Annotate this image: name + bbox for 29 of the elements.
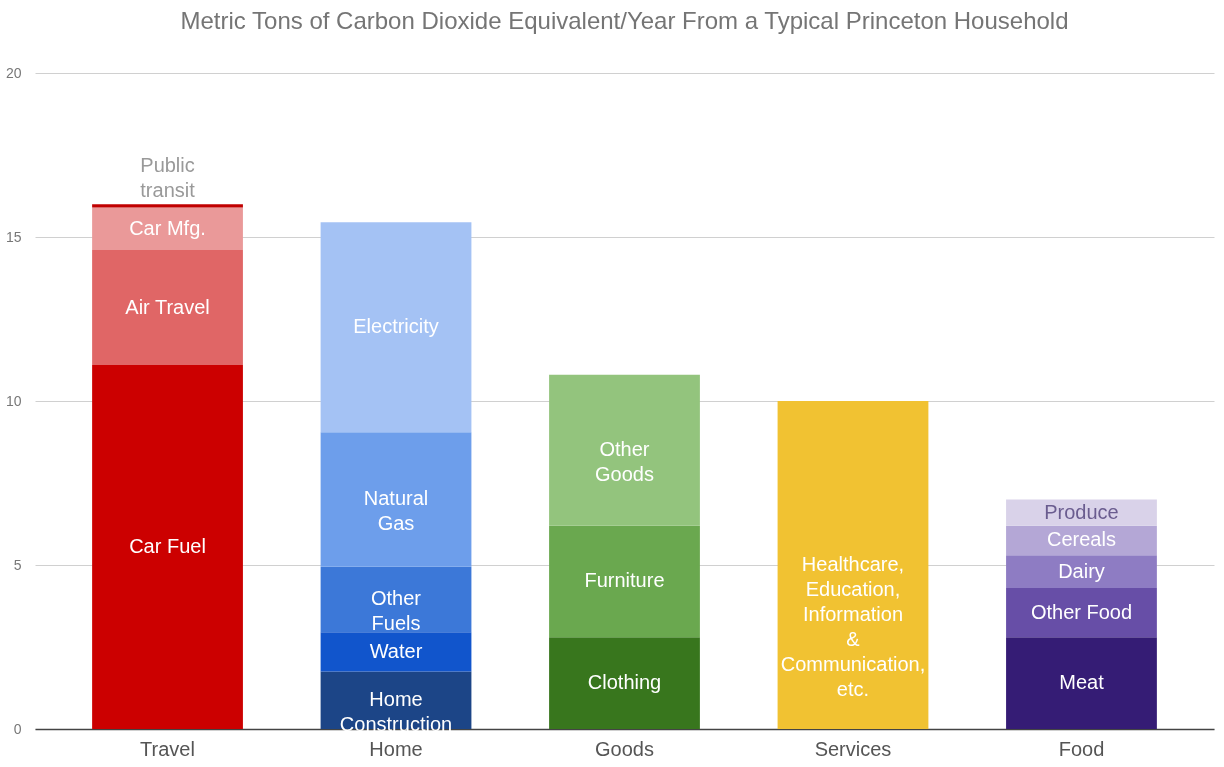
series-label: Dairy [1058, 559, 1105, 582]
series-label: Other Fuels [371, 587, 422, 635]
series-label: Furniture [584, 569, 665, 592]
series-label: Water [369, 639, 423, 662]
series-label: Produce [1044, 500, 1119, 523]
x-tick-label: Home [369, 737, 423, 760]
series-label: Home Construction [339, 688, 453, 736]
series-label: Natural Gas [363, 487, 429, 535]
chart-title: Metric Tons of Carbon Dioxide Equivalent/Year From a Typical Princeton Household [180, 7, 1069, 34]
series-label: Car Fuel [129, 534, 206, 557]
y-tick-label: 15 [5, 228, 22, 245]
series-label: Other Food [1030, 600, 1133, 623]
y-tick-label: 10 [5, 392, 22, 409]
series-label: Cereals [1047, 528, 1116, 551]
series-label: Other Goods [595, 438, 654, 486]
series-label: Electricity [353, 315, 439, 338]
x-tick-label: Services [814, 737, 892, 760]
series-label: Clothing [587, 671, 662, 694]
series-label: Healthcare, Education, Information & Communication, etc. [780, 553, 926, 700]
x-tick-label: Food [1058, 737, 1105, 760]
y-tick-label: 5 [13, 556, 22, 573]
y-tick-label: 0 [13, 720, 22, 737]
series-label: Car Mfg. [129, 216, 206, 239]
x-tick-label: Travel [140, 737, 195, 760]
series-label: Air Travel [125, 295, 210, 318]
series-label: Public transit [140, 154, 196, 202]
series-label: Meat [1059, 671, 1105, 694]
y-tick-label: 20 [5, 64, 22, 81]
x-tick-label: Goods [595, 737, 654, 760]
